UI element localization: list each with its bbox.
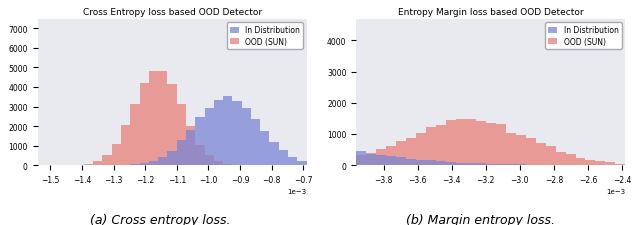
- Bar: [496, 164, 506, 165]
- Bar: [406, 159, 416, 165]
- Bar: [158, 72, 168, 165]
- Bar: [242, 108, 251, 165]
- Title: Cross Entropy loss based OOD Detector: Cross Entropy loss based OOD Detector: [83, 8, 262, 17]
- Bar: [456, 120, 466, 165]
- Bar: [466, 163, 476, 165]
- Bar: [186, 127, 195, 165]
- Bar: [260, 131, 269, 165]
- Bar: [131, 105, 140, 165]
- Bar: [586, 160, 595, 165]
- Bar: [356, 152, 366, 165]
- Bar: [396, 158, 406, 165]
- Legend: In Distribution, OOD (SUN): In Distribution, OOD (SUN): [545, 23, 621, 50]
- Bar: [575, 158, 586, 165]
- Bar: [356, 156, 366, 165]
- Text: (b) Margin entropy loss.: (b) Margin entropy loss.: [406, 213, 554, 225]
- Bar: [140, 163, 149, 165]
- Bar: [269, 142, 279, 165]
- Bar: [386, 156, 396, 165]
- Bar: [486, 124, 496, 165]
- Bar: [605, 163, 616, 165]
- Bar: [232, 101, 242, 165]
- Bar: [516, 135, 525, 165]
- Bar: [205, 156, 214, 165]
- Bar: [195, 117, 205, 165]
- Bar: [476, 164, 486, 165]
- Bar: [288, 157, 298, 165]
- Bar: [205, 109, 214, 165]
- Bar: [486, 164, 496, 165]
- Bar: [525, 139, 536, 165]
- Legend: In Distribution, OOD (SUN): In Distribution, OOD (SUN): [227, 23, 303, 50]
- Bar: [149, 161, 158, 165]
- Bar: [566, 154, 575, 165]
- Bar: [195, 146, 205, 165]
- Bar: [366, 154, 376, 165]
- Bar: [223, 164, 232, 165]
- Bar: [177, 105, 186, 165]
- Bar: [177, 141, 186, 165]
- Bar: [214, 161, 223, 165]
- Title: Entropy Margin loss based OOD Detector: Entropy Margin loss based OOD Detector: [398, 8, 584, 17]
- Bar: [168, 152, 177, 165]
- Bar: [121, 125, 131, 165]
- Bar: [556, 152, 566, 165]
- Bar: [140, 83, 149, 165]
- Bar: [376, 149, 386, 165]
- Bar: [158, 157, 168, 165]
- Bar: [406, 139, 416, 165]
- Bar: [426, 160, 436, 165]
- Bar: [376, 156, 386, 165]
- Text: (a) Cross entropy loss.: (a) Cross entropy loss.: [90, 213, 230, 225]
- Bar: [436, 162, 446, 165]
- Bar: [436, 125, 446, 165]
- Bar: [251, 120, 260, 165]
- Bar: [616, 164, 625, 165]
- Bar: [102, 155, 112, 165]
- Bar: [546, 147, 556, 165]
- Bar: [595, 161, 605, 165]
- Bar: [366, 154, 376, 165]
- Bar: [456, 163, 466, 165]
- Bar: [149, 72, 158, 165]
- Bar: [93, 161, 102, 165]
- Bar: [426, 127, 436, 165]
- Bar: [112, 145, 121, 165]
- Bar: [186, 131, 195, 165]
- Bar: [131, 164, 140, 165]
- Bar: [84, 164, 93, 165]
- Bar: [416, 160, 426, 165]
- Bar: [279, 151, 288, 165]
- Bar: [466, 119, 476, 165]
- Bar: [446, 162, 456, 165]
- Bar: [446, 120, 456, 165]
- Bar: [416, 133, 426, 165]
- Bar: [496, 124, 506, 165]
- Bar: [298, 161, 307, 165]
- Bar: [476, 121, 486, 165]
- Bar: [168, 85, 177, 165]
- Bar: [214, 100, 223, 165]
- Bar: [396, 141, 406, 165]
- Bar: [223, 97, 232, 165]
- Bar: [536, 143, 546, 165]
- Bar: [386, 146, 396, 165]
- Bar: [506, 133, 516, 165]
